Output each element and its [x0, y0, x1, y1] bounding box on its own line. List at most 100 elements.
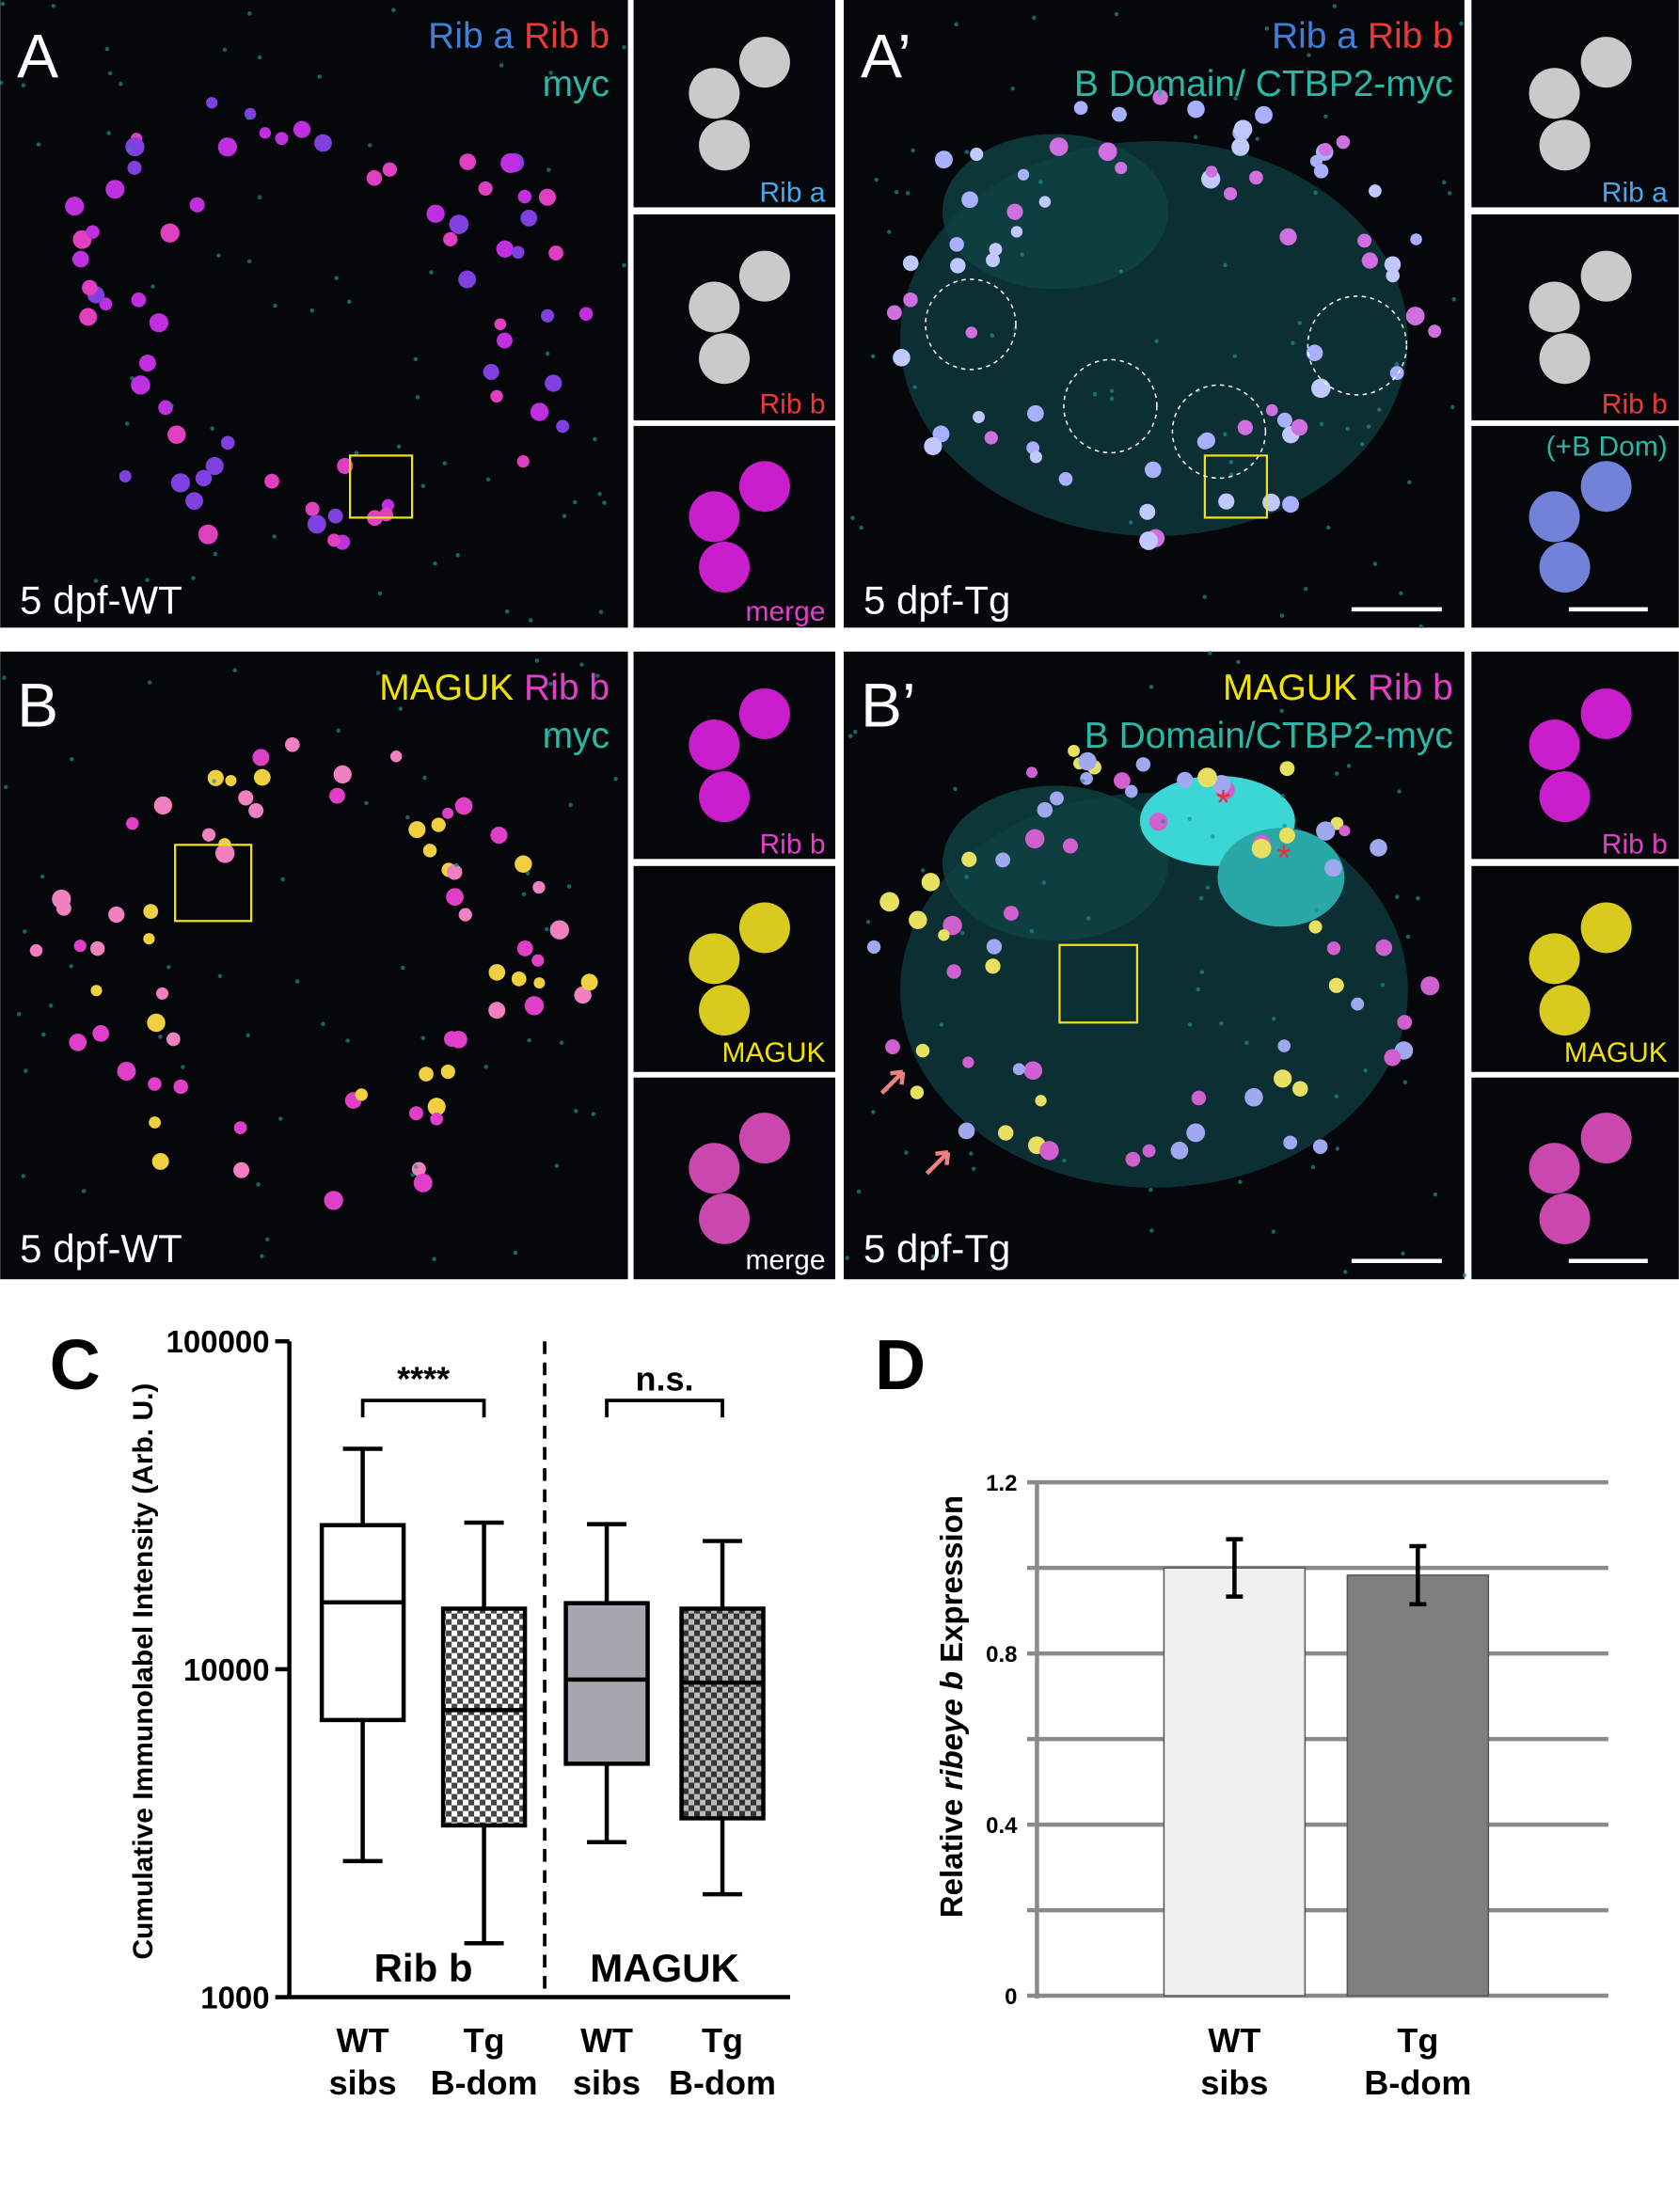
- speck: [401, 965, 405, 971]
- punctum: [488, 1002, 506, 1019]
- bar: [1346, 1574, 1490, 1997]
- speck: [247, 11, 252, 16]
- punctum: [327, 533, 341, 547]
- speck: [904, 1150, 909, 1155]
- speck: [1272, 1017, 1276, 1021]
- speck: [413, 1164, 419, 1169]
- punctum: [1237, 419, 1253, 435]
- inset-punctum: [1580, 250, 1632, 302]
- punctum: [143, 904, 159, 920]
- speck: [574, 1109, 578, 1114]
- speck: [1395, 894, 1400, 900]
- channel-label: Rib a Rib b: [428, 16, 610, 56]
- punctum: [478, 181, 493, 197]
- speck: [354, 450, 359, 455]
- punctum: [1139, 503, 1156, 520]
- punctum: [327, 508, 343, 524]
- punctum: [924, 436, 942, 456]
- channel: Rib b: [524, 16, 610, 56]
- speck: [128, 147, 133, 152]
- inset-label: Rib b: [1602, 388, 1668, 419]
- channel-label: Rib a Rib b: [1272, 16, 1453, 56]
- punctum: [962, 1056, 974, 1068]
- punctum: [329, 787, 345, 804]
- inset-punctum: [1539, 1193, 1591, 1244]
- punctum: [517, 189, 532, 204]
- punctum: [1326, 941, 1341, 956]
- speck: [548, 71, 553, 75]
- speck: [1086, 916, 1091, 921]
- speck: [432, 1256, 436, 1261]
- speck: [124, 421, 130, 426]
- panel-label: B: [17, 670, 58, 739]
- punctum: [408, 1106, 423, 1121]
- punctum: [893, 349, 911, 367]
- speck: [1401, 1251, 1405, 1256]
- speck: [870, 354, 876, 359]
- speck: [391, 8, 396, 12]
- inset-punctum: [1529, 68, 1580, 119]
- speck: [1114, 11, 1119, 17]
- cell-body: [1217, 828, 1345, 927]
- speck: [191, 576, 196, 580]
- speck: [859, 525, 863, 530]
- punctum: [578, 307, 594, 322]
- speck: [453, 862, 459, 868]
- punctum: [206, 97, 218, 109]
- punctum: [108, 906, 125, 924]
- punctum: [125, 136, 145, 157]
- punctum: [1277, 1039, 1291, 1052]
- punctum: [950, 258, 966, 274]
- panel-a-text: A Rib a Rib b myc 5 dpf-WT Rib a Rib b m…: [17, 16, 826, 627]
- channel: MAGUK: [379, 668, 514, 708]
- inset-punctum: [1539, 771, 1591, 823]
- punctum: [921, 873, 941, 892]
- punctum: [1111, 106, 1127, 122]
- speck: [971, 1166, 976, 1171]
- speck: [1196, 987, 1201, 992]
- speck: [217, 973, 223, 979]
- punctum: [454, 797, 473, 815]
- speck: [546, 732, 551, 737]
- speck: [1199, 970, 1205, 974]
- punctum: [511, 245, 525, 260]
- speck: [23, 929, 27, 934]
- speck: [954, 22, 958, 27]
- punctum: [1152, 89, 1168, 105]
- speck: [1038, 180, 1043, 184]
- punctum: [985, 958, 1001, 974]
- punctum: [1035, 1095, 1047, 1107]
- punctum: [126, 816, 139, 830]
- punctum: [1312, 1139, 1328, 1154]
- inset-punctum: [689, 68, 740, 119]
- speck: [1314, 908, 1319, 912]
- speck: [1210, 834, 1215, 839]
- label-line: Tg: [1397, 2021, 1438, 2060]
- punctum: [496, 240, 514, 258]
- punctum: [430, 1112, 444, 1126]
- punctum: [997, 1125, 1014, 1141]
- speck: [1062, 1158, 1067, 1163]
- inset-punctum: [1580, 37, 1632, 88]
- group-label: MAGUK: [590, 1946, 739, 1990]
- inset-label: Rib b: [760, 388, 826, 419]
- punctum: [1375, 939, 1393, 956]
- punctum: [151, 1152, 169, 1170]
- punctum: [532, 880, 546, 894]
- punctum: [1037, 801, 1053, 818]
- punctum: [973, 410, 985, 423]
- punctum: [195, 469, 213, 487]
- punctum: [253, 768, 271, 786]
- punctum: [545, 374, 562, 392]
- punctum: [1049, 137, 1069, 156]
- punctum: [355, 1088, 368, 1101]
- speck: [48, 1003, 54, 1008]
- x-tick-label: WT sibs: [1200, 2021, 1268, 2102]
- punctum: [1292, 1081, 1308, 1097]
- roi-box: [1203, 454, 1269, 519]
- punctum: [1145, 461, 1162, 479]
- punctum: [910, 1085, 925, 1099]
- punctum: [1205, 166, 1218, 178]
- y-tick-label: 10000: [183, 1652, 270, 1687]
- punctum: [170, 473, 191, 493]
